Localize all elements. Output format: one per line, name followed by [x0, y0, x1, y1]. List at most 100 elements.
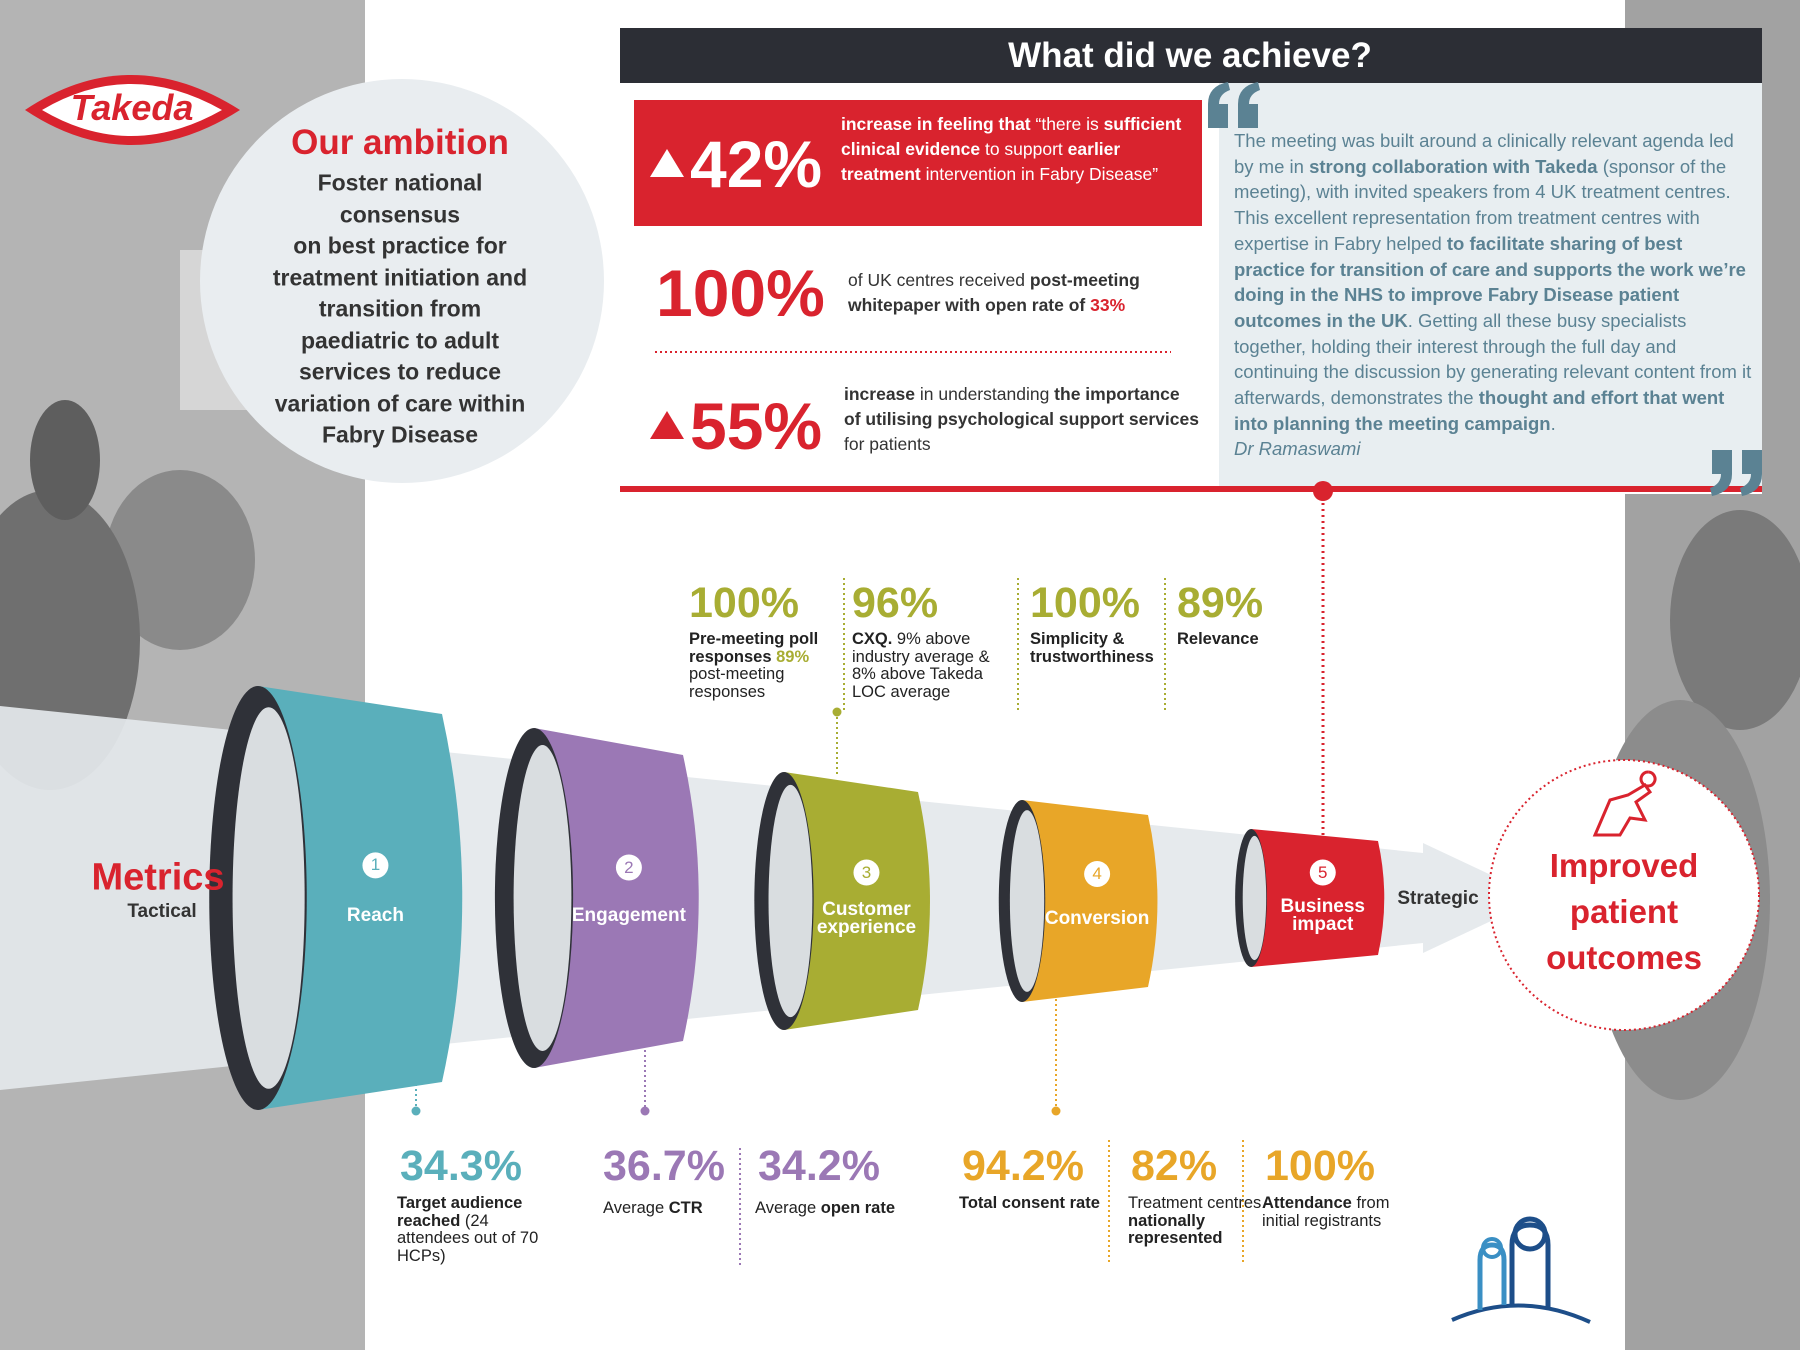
stage-body: [1022, 800, 1158, 1002]
text-run: Average: [603, 1199, 669, 1217]
hero-icon: [1592, 770, 1657, 837]
stage-number: 3: [861, 862, 872, 882]
text-run: 9% above industry average & 8% above Tak…: [852, 630, 990, 701]
metric-value: 96%: [852, 579, 939, 627]
text-run: Relevance: [1177, 630, 1259, 648]
quote-panel: [1219, 83, 1762, 488]
stage-label: Conversion: [1044, 908, 1150, 929]
text-run: 33%: [1090, 295, 1126, 315]
ambition-line: paediatric to adult: [300, 327, 500, 353]
text-run: to facilitate sharing of best practice f…: [1234, 232, 1746, 331]
text-run: in understanding: [915, 384, 1055, 404]
stage-label: Customer experience: [816, 899, 917, 938]
text-run: of UK centres received: [848, 270, 1030, 290]
connector-dot: [640, 1106, 650, 1116]
ambition-line: on best practice for: [293, 232, 507, 259]
ambition-line: treatment initiation and: [272, 264, 528, 290]
text-run: The meeting was built around a clinicall…: [1234, 130, 1734, 177]
stat-text: of UK centres received post-meeting whit…: [848, 268, 1203, 318]
metric-value: 100%: [1265, 1142, 1375, 1190]
metric-value: 34.2%: [758, 1142, 880, 1190]
stage-body: [1251, 829, 1385, 967]
stage-number: 1: [370, 855, 381, 875]
metric-value: 82%: [1131, 1142, 1218, 1190]
quote-author: Dr Ramaswami: [1234, 438, 1361, 460]
strategic-label: Strategic: [1397, 888, 1479, 909]
photo-person: [30, 400, 100, 520]
stage-opening: [768, 784, 813, 1018]
text-run: . Getting all these busy specialists tog…: [1234, 309, 1752, 409]
text-run: nationally represented: [1128, 1211, 1223, 1247]
text-run: CTR: [668, 1199, 703, 1217]
stage-opening: [1242, 835, 1267, 961]
text-run: sufficient clinical evidence: [841, 114, 1182, 159]
metric-label: Average CTR: [603, 1199, 753, 1218]
stage-opening: [232, 707, 305, 1089]
metric-label: Attendance from initial registrants: [1262, 1194, 1412, 1230]
ambition-line: services to reduce: [298, 358, 502, 385]
connector-dot: [411, 1106, 421, 1116]
outcome-circle: [1488, 759, 1760, 1031]
text-run: CXQ.: [852, 630, 893, 648]
stage-opening: [513, 745, 572, 1051]
connector-dot: [832, 707, 842, 717]
text-run: Average: [755, 1199, 821, 1217]
title-bar: [620, 28, 1762, 83]
outcome-line: Improved: [1549, 847, 1699, 884]
logo-inner: [42, 84, 222, 136]
metric-label: Total consent rate: [959, 1194, 1109, 1213]
text-run: Total consent rate: [959, 1194, 1100, 1212]
stage-opening: [1009, 810, 1045, 992]
ambition-title: Our ambition: [291, 123, 509, 162]
text-run: post-meeting whitepaper with open rate o…: [848, 270, 1140, 315]
metric-label: Pre-meeting poll responses 89% post-meet…: [689, 630, 844, 701]
metric-value: 89%: [1177, 579, 1264, 627]
text-run: Pre-meeting poll responses: [689, 630, 819, 666]
text-run: post-meeting responses: [689, 665, 785, 701]
text-run: Simplicity & trustworthiness: [1030, 630, 1154, 666]
text-run: “there is: [1035, 114, 1104, 134]
outcome-line: patient: [1569, 893, 1679, 930]
stage-number-circle: [1084, 860, 1111, 887]
ambition-line: Foster national: [317, 169, 483, 196]
text-run: to support: [980, 139, 1068, 159]
text-run: intervention in Fabry Disease”: [920, 164, 1159, 184]
metric-value: 100%: [1030, 579, 1140, 627]
stage-label: Engagement: [571, 905, 686, 926]
text-run: thought and effort that went into planni…: [1234, 387, 1725, 434]
text-run: increase in feeling that: [841, 114, 1036, 134]
stage-number-circle: [362, 852, 389, 879]
stage-body: [258, 686, 463, 1110]
metric-label: Target audience reached (24 attendees ou…: [397, 1194, 547, 1265]
logo-text: Takeda: [70, 87, 194, 128]
stage-number-circle: [853, 859, 880, 886]
text-run: increase: [844, 384, 916, 404]
quote-close: [1710, 450, 1762, 496]
up-arrow: [650, 411, 684, 439]
stage-number: 2: [624, 857, 634, 877]
emblem: [1451, 1303, 1591, 1324]
stage-number: 4: [1092, 863, 1102, 883]
stat-text: increase in understanding the importance…: [844, 382, 1199, 457]
stage-number-circle: [1309, 859, 1336, 886]
metric-label: Simplicity & trustworthiness: [1030, 630, 1180, 666]
quote-text: The meeting was built around a clinicall…: [1234, 128, 1752, 462]
metric-value: 100%: [689, 579, 799, 627]
text-run: from initial registrants: [1262, 1194, 1390, 1230]
photo-person: [1670, 510, 1800, 730]
stat-text: increase in feeling that “there is suffi…: [841, 112, 1196, 187]
metrics-subtitle: Tactical: [127, 901, 197, 922]
emblem: [1477, 1242, 1507, 1310]
panel-title: What did we achieve?: [1008, 36, 1372, 75]
emblem: [1509, 1222, 1551, 1308]
text-run: .: [1550, 412, 1556, 434]
metric-value: 34.3%: [400, 1142, 522, 1190]
text-run: Attendance: [1262, 1194, 1352, 1212]
metric-label: Average open rate: [755, 1199, 905, 1218]
text-run: for patients: [844, 434, 931, 454]
text-run: open rate: [820, 1199, 896, 1217]
stat-box: [634, 100, 1202, 226]
metric-value: 94.2%: [962, 1142, 1084, 1190]
stat-value: 55%: [690, 389, 823, 463]
